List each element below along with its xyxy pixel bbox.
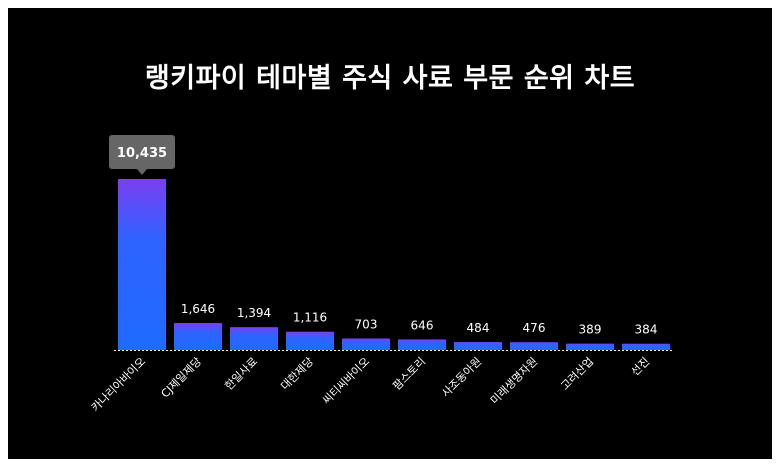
value-label-2: 1,394 — [237, 306, 271, 320]
bar-3 — [286, 331, 334, 350]
category-label-5: 팜스토리 — [390, 355, 428, 393]
bar-6 — [454, 342, 502, 350]
category-label-1: CJ제일제당 — [158, 354, 204, 400]
bar-8 — [566, 343, 614, 350]
value-label-0: 10,435 — [117, 146, 167, 161]
value-label-9: 384 — [635, 323, 658, 337]
category-label-7: 미래생명자원 — [488, 355, 540, 407]
bar-7 — [510, 342, 558, 350]
value-label-6: 484 — [467, 321, 490, 335]
category-label-8: 고려산업 — [558, 355, 596, 393]
highlight-callout — [109, 135, 175, 169]
chart-title: 랭키파이 테마별 주식 사료 부문 순위 차트 — [144, 63, 636, 94]
bar-chart: 10,435 카나리아바이오 1,646 CJ제일제당 1,394 한일사료 1,116 대한… — [89, 135, 674, 414]
category-label-2: 한일사료 — [222, 354, 261, 393]
category-label-3: 대한제당 — [278, 355, 316, 393]
value-label-5: 646 — [411, 318, 434, 332]
bar-5 — [398, 339, 446, 350]
bar-4 — [342, 338, 390, 350]
bar-0 — [118, 179, 166, 350]
category-label-0: 카나리아바이오 — [89, 355, 148, 414]
category-label-4: 씨티씨바이오 — [320, 355, 372, 407]
callout-pointer — [137, 169, 147, 175]
value-label-3: 1,116 — [293, 311, 327, 325]
bar-2 — [230, 327, 278, 350]
bar-9 — [622, 343, 670, 350]
value-label-8: 389 — [579, 323, 602, 337]
value-label-7: 476 — [523, 321, 546, 335]
category-label-6: 사조동아원 — [439, 355, 484, 400]
value-label-1: 1,646 — [181, 302, 215, 316]
category-label-9: 선진 — [629, 355, 653, 379]
chart-frame: 랭키파이 테마별 주식 사료 부문 순위 차트 10,435 카나리아바이오 1,6… — [8, 8, 772, 459]
value-label-4: 703 — [355, 317, 378, 331]
bar-1 — [174, 323, 222, 350]
